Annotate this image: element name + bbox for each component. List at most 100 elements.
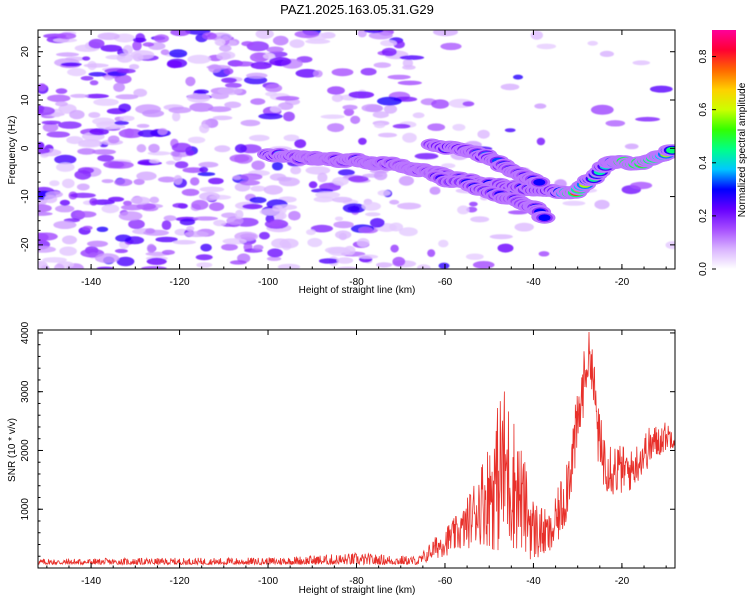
heatmap-cell bbox=[249, 196, 267, 204]
heatmap-cell bbox=[75, 211, 97, 218]
heatmap-cell bbox=[305, 166, 331, 175]
heatmap-cell bbox=[368, 31, 393, 40]
heatmap-cell bbox=[153, 34, 169, 43]
heatmap-cell bbox=[514, 222, 534, 232]
heatmap-cell bbox=[196, 262, 213, 268]
heatmap-cell bbox=[54, 154, 77, 165]
heatmap-cell bbox=[103, 160, 125, 169]
heatmap-cell bbox=[179, 218, 196, 226]
heatmap-cell bbox=[441, 163, 456, 169]
heatmap-cell bbox=[193, 216, 219, 221]
heatmap-cell bbox=[200, 243, 212, 252]
heatmap-cell bbox=[590, 104, 614, 115]
heatmap-cell bbox=[357, 30, 367, 38]
heatmap-cell bbox=[116, 53, 133, 63]
heatmap-cell bbox=[267, 248, 283, 258]
heatmap-cell bbox=[390, 244, 399, 253]
heatmap-cell bbox=[251, 160, 265, 171]
heatmap-cell bbox=[402, 132, 417, 143]
heatmap-cell bbox=[377, 190, 391, 196]
heatmap-cell bbox=[375, 262, 393, 268]
heatmap-cell bbox=[504, 128, 516, 133]
heatmap-cell bbox=[452, 123, 466, 131]
heatmap-cell bbox=[387, 74, 411, 80]
heatmap-cell bbox=[137, 129, 159, 138]
heatmap-cell bbox=[307, 237, 323, 248]
heatmap-cell bbox=[342, 104, 358, 110]
heatmap-cell bbox=[263, 185, 283, 195]
spectrogram-lower-branch bbox=[425, 170, 556, 224]
heatmap-cell bbox=[195, 254, 213, 261]
heatmap-cell bbox=[89, 80, 99, 86]
heatmap-cell bbox=[283, 111, 295, 122]
heatmap-cell bbox=[149, 196, 160, 204]
heatmap-cell bbox=[42, 122, 59, 133]
heatmap-cell bbox=[315, 191, 341, 199]
heatmap-cell bbox=[336, 266, 359, 269]
heatmap-cell bbox=[310, 224, 333, 233]
heatmap-cell bbox=[365, 212, 381, 217]
heatmap-cell bbox=[130, 196, 151, 205]
heatmap-cell bbox=[97, 32, 120, 40]
heatmap-cell bbox=[225, 82, 242, 88]
heatmap-cell bbox=[87, 240, 108, 247]
heatmap-cell bbox=[173, 175, 183, 185]
heatmap-cell bbox=[266, 256, 282, 262]
heatmap-cell bbox=[465, 253, 484, 260]
heatmap-cell bbox=[594, 199, 610, 210]
heatmap-cell bbox=[378, 132, 397, 138]
heatmap-cell bbox=[161, 249, 175, 255]
colorbar: 0.0 0.2 0.4 0.6 0.8 Normalized spectral ampl… bbox=[698, 30, 748, 276]
heatmap-cell bbox=[114, 248, 128, 254]
heatmap-cell bbox=[358, 254, 379, 259]
heatmap-cell bbox=[185, 150, 195, 157]
heatmap-cell bbox=[294, 139, 307, 149]
heatmap-cell bbox=[224, 101, 242, 109]
heatmap-cell bbox=[278, 102, 294, 110]
heatmap-cell bbox=[149, 159, 160, 164]
heatmap-cell bbox=[69, 192, 96, 198]
heatmap-cell bbox=[334, 216, 344, 221]
heatmap-cell bbox=[89, 198, 98, 206]
heatmap-cell bbox=[82, 56, 91, 61]
heatmap-cell bbox=[248, 134, 270, 142]
colorbar-tick-label: 0.8 bbox=[698, 49, 709, 63]
heatmap-cell bbox=[313, 70, 323, 78]
heatmap-cell bbox=[377, 96, 402, 106]
heatmap-cell bbox=[240, 119, 261, 127]
snr-axes: -140 -120 -100 -80 -60 -40 -20 1000 2000 3000 4000 bbox=[20, 321, 675, 587]
heatmap-cell bbox=[327, 86, 345, 95]
heatmap-cell bbox=[269, 57, 292, 66]
heatmap-cell bbox=[93, 98, 119, 106]
heatmap-cell bbox=[219, 45, 232, 52]
heatmap-cell bbox=[536, 137, 546, 146]
heatmap-cell bbox=[327, 123, 345, 133]
heatmap-cell bbox=[53, 220, 77, 229]
heatmap-cell bbox=[427, 249, 436, 257]
heatmap-cell bbox=[538, 251, 550, 257]
heatmap-cell bbox=[513, 74, 523, 80]
heatmap-cell bbox=[142, 42, 155, 47]
heatmap-cell bbox=[209, 202, 225, 212]
heatmap-cell bbox=[290, 166, 302, 175]
heatmap-cell bbox=[41, 120, 61, 125]
heatmap-cell bbox=[258, 113, 283, 120]
heatmap-cell bbox=[348, 175, 369, 183]
heatmap-cell bbox=[271, 238, 290, 249]
heatmap-cell bbox=[277, 263, 301, 269]
heatmap-cell bbox=[360, 67, 377, 76]
spectrogram-noise bbox=[38, 30, 675, 269]
heatmap-cell bbox=[128, 219, 145, 229]
y-tick-label: -10 bbox=[20, 189, 31, 204]
heatmap-cell bbox=[342, 203, 366, 214]
heatmap-cell bbox=[38, 147, 51, 154]
heatmap-cell bbox=[239, 173, 263, 181]
heatmap-cell bbox=[233, 61, 255, 67]
heatmap-cell bbox=[38, 106, 55, 116]
heatmap-cell bbox=[82, 225, 93, 231]
heatmap-cell bbox=[145, 228, 156, 234]
heatmap-cell bbox=[181, 188, 200, 196]
heatmap-cell bbox=[414, 153, 439, 160]
y-tick-label: 20 bbox=[20, 46, 31, 58]
